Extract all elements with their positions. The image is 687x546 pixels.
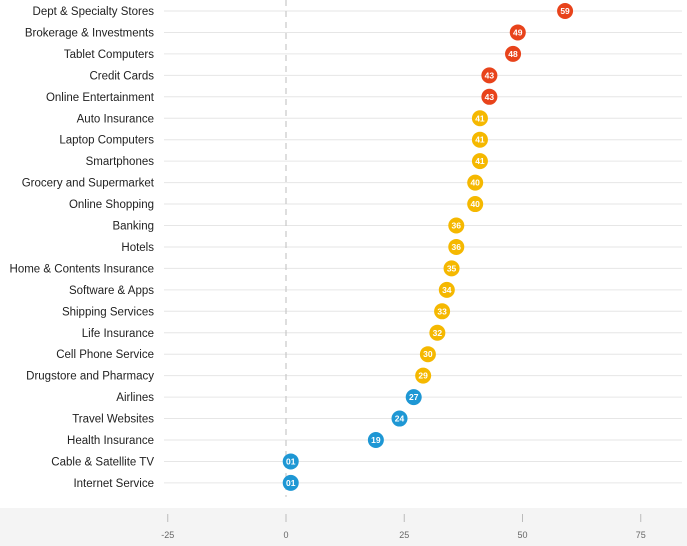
- data-label: 43: [485, 92, 495, 102]
- data-point: [505, 45, 522, 62]
- data-point: [367, 432, 384, 448]
- data-label: 36: [452, 242, 462, 252]
- data-label: 27: [409, 392, 419, 402]
- data-label: 30: [423, 349, 433, 359]
- data-label: 34: [442, 285, 452, 295]
- data-label: 59: [560, 6, 570, 16]
- category-label: Travel Websites: [72, 414, 154, 426]
- category-label: Smartphones: [86, 156, 155, 168]
- x-tick-label: 0: [283, 530, 288, 540]
- data-point: [405, 389, 422, 406]
- category-label: Tablet Computers: [64, 49, 154, 61]
- data-point: [443, 260, 460, 277]
- category-label: Airlines: [116, 392, 154, 404]
- category-label: Cell Phone Service: [56, 349, 154, 361]
- data-point: [419, 346, 436, 363]
- data-point: [429, 324, 446, 341]
- data-label: 36: [452, 221, 462, 231]
- data-point: [481, 88, 498, 105]
- category-label: Dept & Specialty Stores: [33, 6, 155, 18]
- data-label: 33: [437, 306, 447, 316]
- category-label: Banking: [112, 221, 154, 233]
- data-label: 48: [508, 49, 518, 59]
- category-label: Shipping Services: [62, 306, 154, 318]
- data-label: 40: [470, 178, 480, 188]
- data-point: [557, 3, 574, 19]
- category-label: Grocery and Supermarket: [22, 178, 155, 190]
- category-label: Online Entertainment: [46, 92, 155, 104]
- data-label: 32: [433, 328, 443, 338]
- category-labels: Dept & Specialty Stores Brokerage & Inves…: [10, 6, 155, 490]
- x-tick-label: 25: [399, 530, 409, 540]
- x-axis: -25 0 25 50 75: [161, 514, 646, 540]
- category-label: Internet Service: [73, 478, 154, 490]
- category-label: Hotels: [121, 242, 154, 254]
- category-label: Brokerage & Investments: [25, 27, 154, 39]
- category-label: Life Insurance: [82, 328, 154, 340]
- data-point: [415, 367, 432, 384]
- category-label: Health Insurance: [67, 435, 154, 447]
- data-point: [467, 174, 484, 191]
- data-point: [448, 238, 465, 255]
- data-label: 43: [485, 70, 495, 80]
- data-point: [282, 453, 299, 470]
- data-point: [448, 217, 465, 234]
- gridlines: [164, 10, 682, 484]
- data-point: [282, 474, 299, 491]
- category-label: Laptop Computers: [59, 135, 154, 147]
- data-label: 19: [371, 435, 381, 445]
- data-label: 40: [470, 199, 480, 209]
- data-point: [471, 153, 488, 170]
- category-label: Auto Insurance: [77, 113, 154, 125]
- x-tick-label: 50: [517, 530, 527, 540]
- data-label: 01: [286, 456, 296, 466]
- x-tick-label: -25: [161, 530, 174, 540]
- data-label: 24: [395, 414, 405, 424]
- data-point: [434, 303, 451, 320]
- category-label: Online Shopping: [69, 199, 154, 211]
- data-point: [391, 410, 408, 427]
- category-label: Home & Contents Insurance: [10, 263, 154, 275]
- x-tick-label: 75: [636, 530, 646, 540]
- data-label: 41: [475, 113, 485, 123]
- category-label: Drugstore and Pharmacy: [26, 371, 154, 383]
- category-label: Cable & Satellite TV: [51, 456, 154, 468]
- data-label: 01: [286, 478, 296, 488]
- category-label: Software & Apps: [69, 285, 154, 297]
- data-points: 59 49 48 43 43 41 41 41 40 40 36 36 35 34 33 32 30 29 27 24…: [282, 3, 574, 491]
- data-point: [509, 24, 526, 41]
- data-point: [438, 281, 455, 298]
- data-label: 41: [475, 156, 485, 166]
- data-point: [471, 110, 488, 127]
- axis-footer-band: [0, 508, 687, 546]
- data-label: 49: [513, 27, 523, 37]
- data-point: [481, 67, 498, 84]
- data-label: 29: [418, 371, 428, 381]
- data-point: [471, 131, 488, 148]
- data-point: [467, 196, 484, 213]
- data-label: 41: [475, 135, 485, 145]
- data-label: 35: [447, 263, 457, 273]
- category-label: Credit Cards: [89, 70, 154, 82]
